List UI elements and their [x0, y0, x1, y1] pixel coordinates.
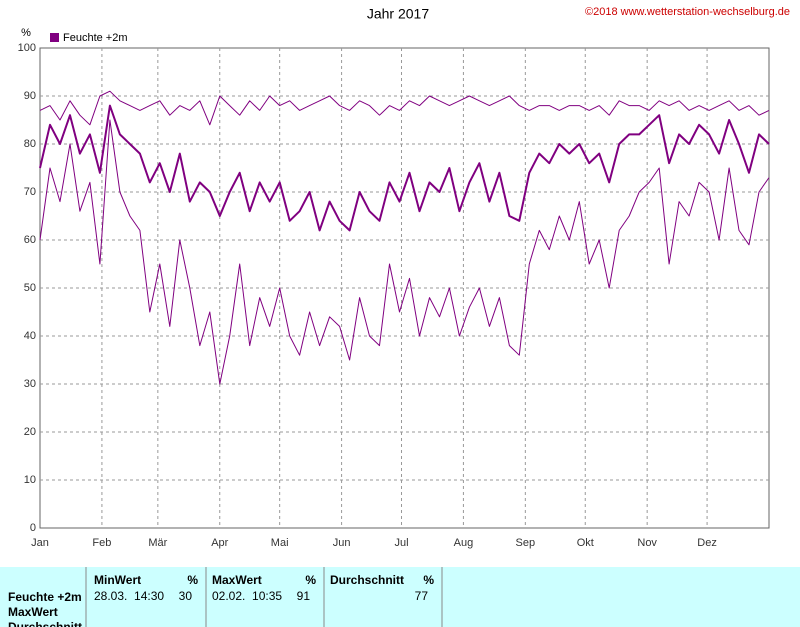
col-unit: %	[423, 573, 434, 587]
y-tick-label: 80	[24, 138, 36, 150]
y-tick-label: 100	[18, 42, 36, 54]
col-header: Durchschnitt	[330, 573, 404, 587]
x-tick-label: Jan	[31, 537, 49, 549]
y-tick-label: 0	[30, 522, 36, 534]
legend-label: Feuchte +2m	[63, 32, 128, 44]
x-tick-label: Jun	[333, 537, 351, 549]
data-line	[39, 104, 770, 232]
x-tick-label: Dez	[697, 537, 717, 549]
col-value: 91	[297, 589, 311, 603]
row-label: Durchschnitt	[8, 620, 82, 627]
x-tick-label: Mär	[148, 537, 167, 549]
x-tick-label: Feb	[92, 537, 111, 549]
y-tick-label: 90	[24, 90, 36, 102]
data-line	[39, 119, 770, 385]
col-time: 02.02. 10:35	[212, 589, 282, 603]
data-line	[39, 90, 770, 126]
chart-title: Jahr 2017	[367, 6, 429, 22]
col-value: 77	[415, 589, 429, 603]
x-tick-label: Sep	[516, 537, 536, 549]
col-time: 28.03. 14:30	[94, 589, 164, 603]
x-tick-label: Aug	[454, 537, 474, 549]
legend-swatch	[50, 33, 59, 42]
y-tick-label: 50	[24, 282, 36, 294]
y-tick-label: 40	[24, 330, 36, 342]
x-tick-label: Nov	[637, 537, 657, 549]
x-tick-label: Jul	[394, 537, 408, 549]
row-label: Feuchte +2m	[8, 590, 82, 604]
col-value: 30	[179, 589, 193, 603]
copyright: ©2018 www.wetterstation-wechselburg.de	[585, 6, 790, 18]
y-tick-label: 30	[24, 378, 36, 390]
y-tick-label: 60	[24, 234, 36, 246]
x-tick-label: Okt	[577, 537, 594, 549]
y-tick-label: 20	[24, 426, 36, 438]
col-unit: %	[305, 573, 316, 587]
y-unit: %	[21, 27, 31, 39]
col-header: MinWert	[94, 573, 141, 587]
y-tick-label: 10	[24, 474, 36, 486]
stats-panel	[0, 567, 800, 627]
col-header: MaxWert	[212, 573, 262, 587]
x-tick-label: Mai	[271, 537, 289, 549]
x-tick-label: Apr	[211, 537, 228, 549]
col-unit: %	[187, 573, 198, 587]
y-tick-label: 70	[24, 186, 36, 198]
row-label: MaxWert	[8, 605, 58, 619]
